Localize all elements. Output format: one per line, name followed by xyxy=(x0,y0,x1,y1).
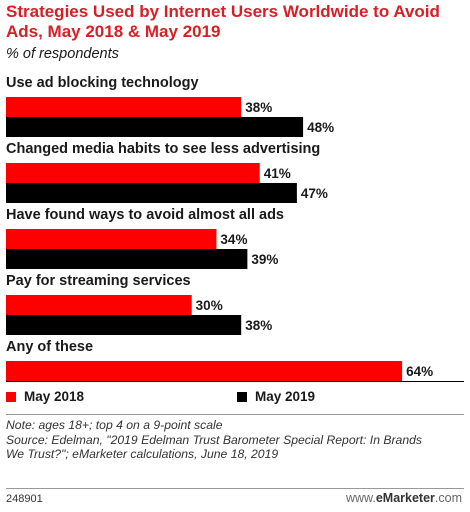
brand-prefix: www. xyxy=(345,491,376,505)
legend-label-may-2019: May 2019 xyxy=(255,389,316,404)
brand-logo: www.eMarketer.com xyxy=(346,491,462,505)
source-line: Source: Edelman, "2019 Edelman Trust Bar… xyxy=(6,432,422,447)
value-label-may-2019-changed-media-habits-to-see-less-advertising: 47% xyxy=(301,186,328,201)
category-label-any-of-these: Any of these xyxy=(6,339,93,355)
chart-title: Strategies Used by Internet Users Worldw… xyxy=(6,2,440,41)
value-label-may-2018-changed-media-habits-to-see-less-advertising: 41% xyxy=(264,166,291,181)
bar-may-2018-pay-for-streaming-services xyxy=(6,295,192,315)
value-label-may-2018-any-of-these: 64% xyxy=(406,364,433,379)
value-label-may-2019-use-ad-blocking-technology: 48% xyxy=(307,120,334,135)
chart-subtitle: % of respondents xyxy=(6,46,119,62)
notes: Note: ages 18+; top 4 on a 9-point scale… xyxy=(6,418,466,462)
brand-suffix: .com xyxy=(434,491,462,505)
category-label-have-found-ways-to-avoid-almost-all-ads: Have found ways to avoid almost all ads xyxy=(6,207,284,223)
bar-may-2019-have-found-ways-to-avoid-almost-all-ads xyxy=(6,249,248,269)
legend-swatch-may-2018 xyxy=(6,391,16,402)
value-label-may-2019-have-found-ways-to-avoid-almost-all-ads: 39% xyxy=(251,252,278,267)
value-label-may-2018-use-ad-blocking-technology: 38% xyxy=(245,100,272,115)
bar-may-2019-pay-for-streaming-services xyxy=(6,315,242,335)
value-label-may-2019-pay-for-streaming-services: 38% xyxy=(245,318,272,333)
legend-item-may-2018: May 2018 xyxy=(6,389,84,404)
bar-chart: Use ad blocking technology 38% 48% Changed … xyxy=(6,75,464,382)
bar-may-2018-changed-media-habits-to-see-less-advertising xyxy=(6,163,260,183)
category-label-use-ad-blocking-technology: Use ad blocking technology xyxy=(6,75,199,91)
bar-may-2018-use-ad-blocking-technology xyxy=(6,97,242,117)
note-line: Note: ages 18+; top 4 on a 9-point scale xyxy=(6,418,223,432)
bar-may-2019-use-ad-blocking-technology xyxy=(6,117,304,137)
chart-id: 248901 xyxy=(6,493,43,505)
bar-may-2019-any-of-these xyxy=(6,381,464,382)
category-label-pay-for-streaming-services: Pay for streaming services xyxy=(6,273,191,289)
divider-bottom xyxy=(6,488,464,489)
legend-item-may-2019: May 2019 xyxy=(237,389,315,404)
value-label-may-2018-pay-for-streaming-services: 30% xyxy=(196,298,223,313)
bar-may-2019-changed-media-habits-to-see-less-advertising xyxy=(6,183,297,203)
bar-may-2018-any-of-these xyxy=(6,361,403,381)
category-label-changed-media-habits-to-see-less-advertising: Changed media habits to see less adverti… xyxy=(6,141,320,157)
brand-name: eMarketer xyxy=(375,491,435,505)
bar-may-2018-have-found-ways-to-avoid-almost-all-ads xyxy=(6,229,217,249)
divider-top xyxy=(6,414,464,415)
legend-swatch-may-2019 xyxy=(237,391,247,402)
source-line-continued: We Trust?"; eMarketer calculations, June… xyxy=(6,447,279,461)
legend-label-may-2018: May 2018 xyxy=(24,389,85,404)
value-label-may-2018-have-found-ways-to-avoid-almost-all-ads: 34% xyxy=(220,232,247,247)
